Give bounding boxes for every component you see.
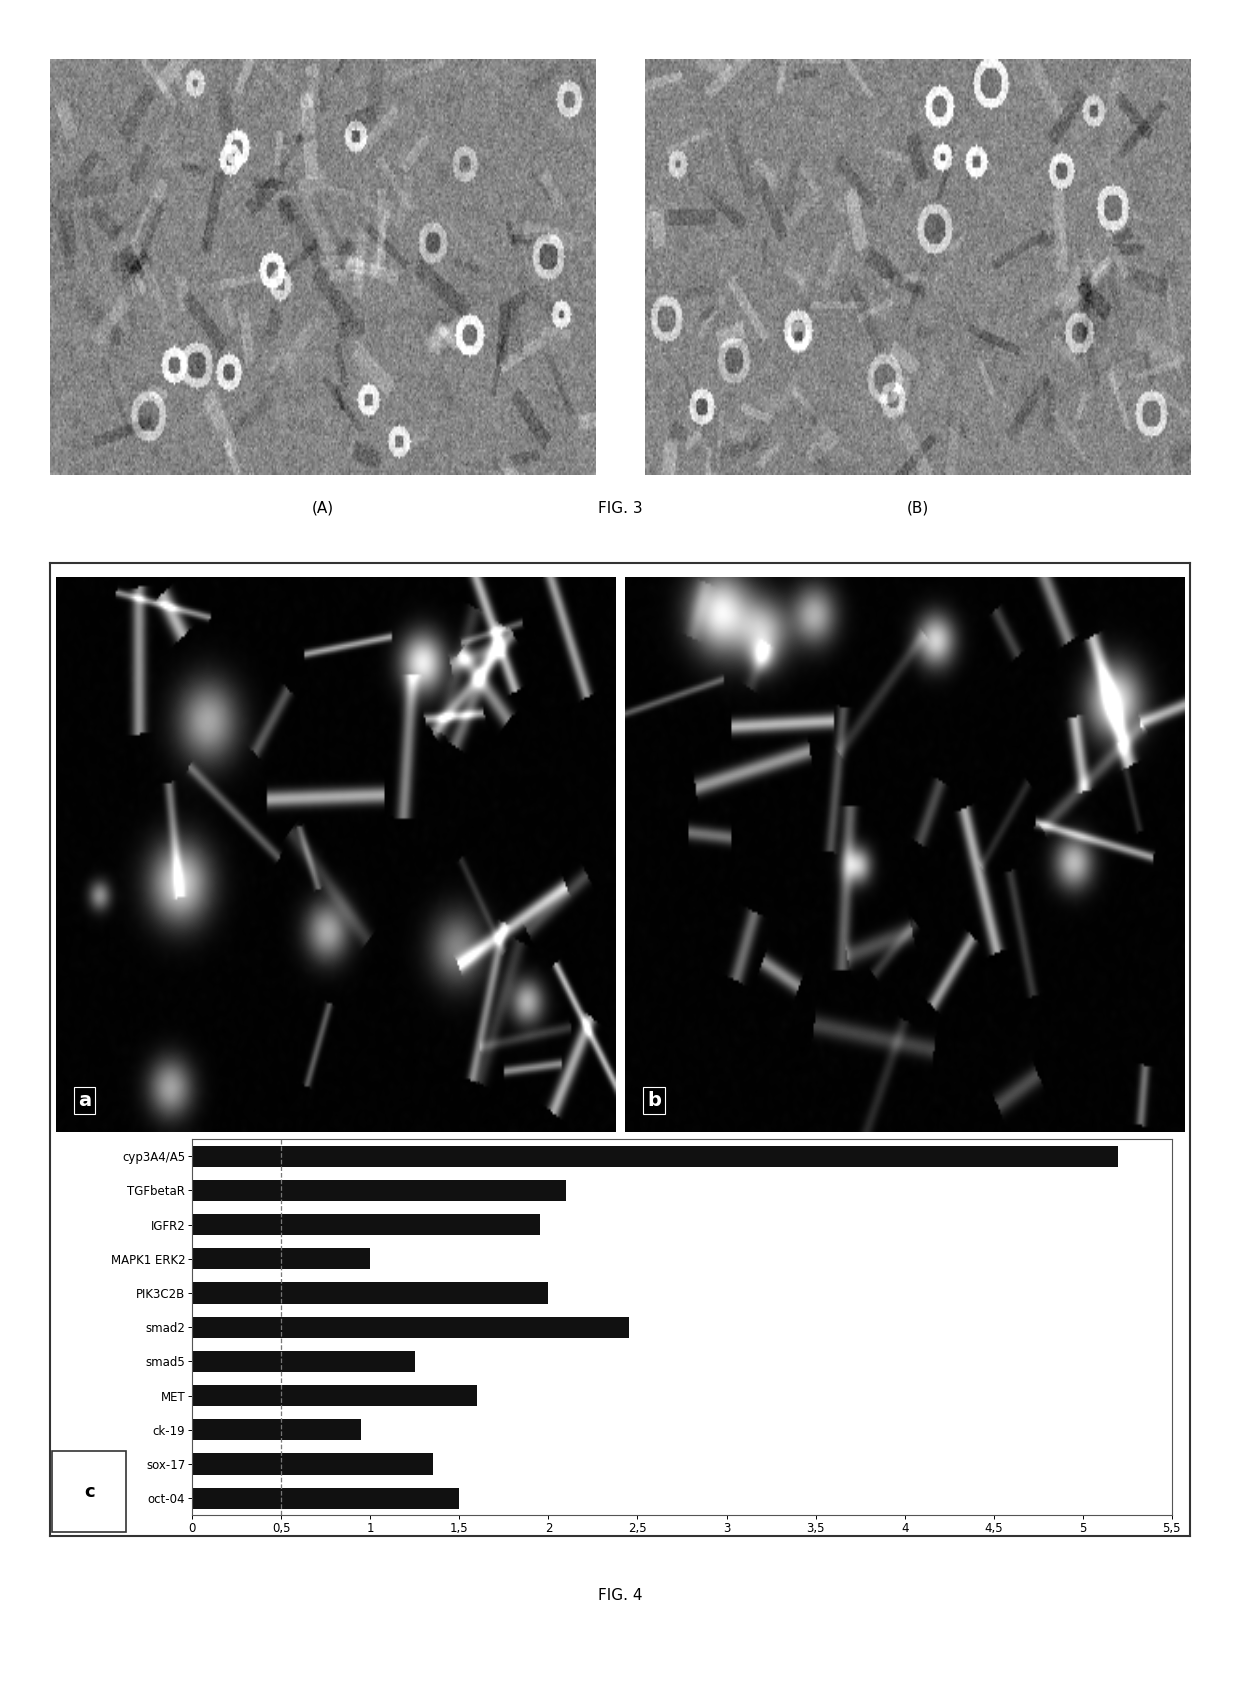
Bar	[192, 1385, 477, 1407]
Text: a: a	[78, 1091, 92, 1110]
Bar	[192, 1488, 459, 1509]
Bar	[192, 1249, 371, 1269]
Bar	[192, 1454, 433, 1475]
Bar	[192, 1283, 548, 1303]
Text: FIG. 4: FIG. 4	[598, 1588, 642, 1602]
Bar	[192, 1179, 567, 1201]
Text: (B): (B)	[906, 501, 929, 516]
Bar	[192, 1213, 539, 1235]
Text: FIG. 3: FIG. 3	[598, 501, 642, 516]
Bar	[192, 1419, 361, 1441]
Bar	[192, 1317, 629, 1337]
Text: c: c	[84, 1483, 94, 1500]
Bar	[192, 1351, 415, 1373]
Text: b: b	[647, 1091, 661, 1110]
Text: (A): (A)	[311, 501, 334, 516]
Bar	[192, 1145, 1118, 1168]
